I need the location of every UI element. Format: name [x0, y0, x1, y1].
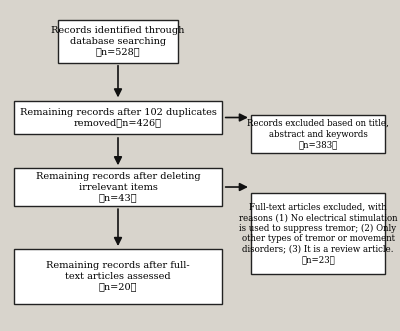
FancyBboxPatch shape: [251, 193, 385, 274]
FancyBboxPatch shape: [14, 101, 222, 134]
FancyBboxPatch shape: [58, 20, 178, 63]
FancyBboxPatch shape: [251, 115, 385, 153]
FancyBboxPatch shape: [14, 249, 222, 304]
FancyBboxPatch shape: [14, 168, 222, 206]
Text: Records identified through
database searching
（n=528）: Records identified through database sear…: [51, 26, 185, 56]
Text: Remaining records after deleting
irrelevant items
（n=43）: Remaining records after deleting irrelev…: [36, 172, 200, 202]
Text: Full-text articles excluded, with
reasons (1) No electrical stimulation
is used : Full-text articles excluded, with reason…: [239, 203, 397, 264]
Text: Records excluded based on title,
abstract and keywords
（n=383）: Records excluded based on title, abstrac…: [247, 119, 389, 149]
Text: Remaining records after 102 duplicates
removed（n=426）: Remaining records after 102 duplicates r…: [20, 108, 216, 127]
Text: Remaining records after full-
text articles assessed
（n=20）: Remaining records after full- text artic…: [46, 261, 190, 291]
